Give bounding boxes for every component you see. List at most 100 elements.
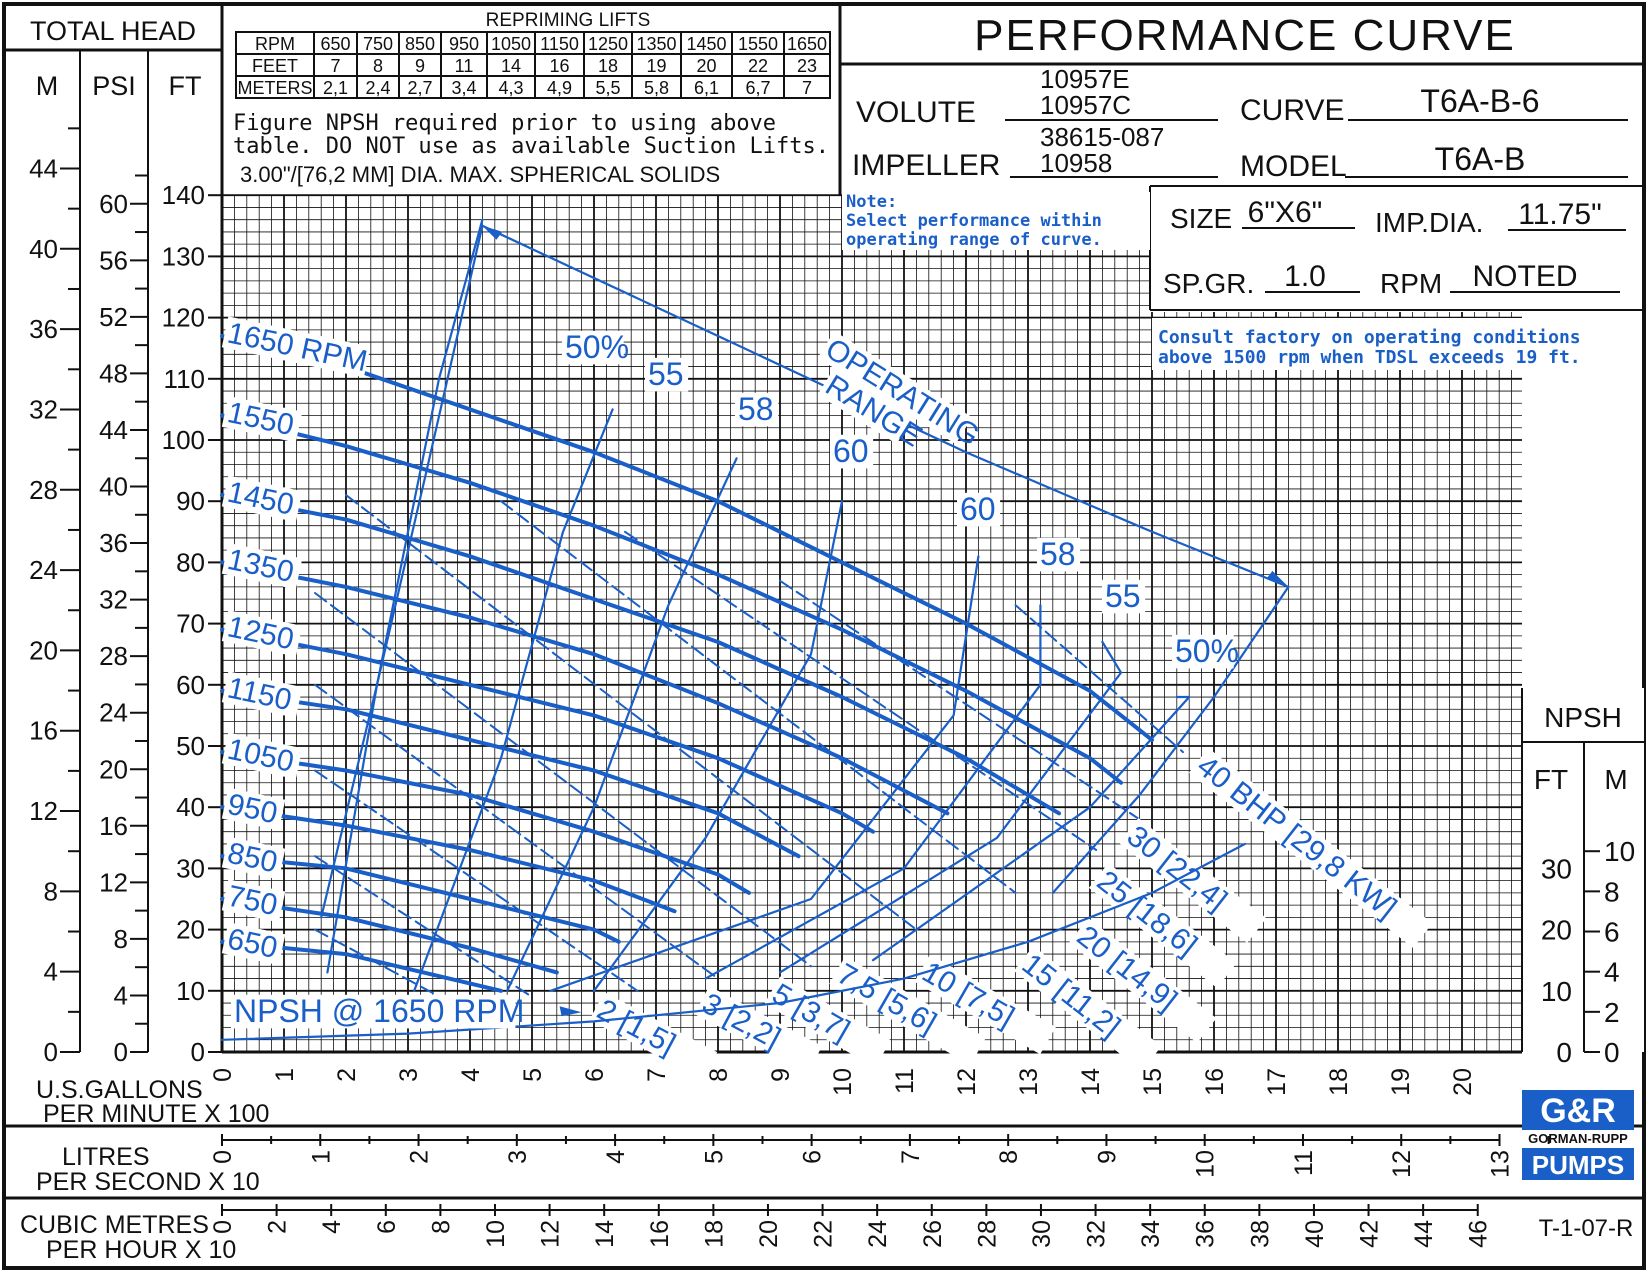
cmh-tick-label: 22 bbox=[810, 1220, 838, 1248]
repriming-cell: 4,9 bbox=[547, 78, 572, 98]
psi-tick-label: 52 bbox=[99, 302, 128, 332]
head-curve-1350 bbox=[220, 560, 950, 816]
npsh-m-tick-label: 0 bbox=[1604, 1037, 1620, 1068]
repriming-title: REPRIMING LIFTS bbox=[486, 10, 651, 31]
repriming-cell: 20 bbox=[696, 56, 716, 76]
impeller-label: IMPELLER bbox=[852, 149, 1000, 182]
head-axis-headers: TOTAL HEAD M PSI FT bbox=[30, 16, 202, 101]
efficiency-label: 50% bbox=[1172, 633, 1239, 669]
npsh-ft-tick-label: 30 bbox=[1541, 853, 1572, 884]
gpm-tick-label: 7 bbox=[643, 1068, 671, 1082]
npsh-curve-label: NPSH @ 1650 RPM bbox=[231, 993, 524, 1029]
gpm-tick-label: 6 bbox=[581, 1068, 609, 1082]
gpm-tick-label: 1 bbox=[271, 1068, 299, 1082]
lps-tick-label: 12 bbox=[1388, 1150, 1416, 1178]
repriming-cell: 22 bbox=[748, 56, 768, 76]
lps-tick-label: 6 bbox=[799, 1150, 827, 1164]
cmh-tick-label: 12 bbox=[537, 1220, 565, 1248]
repriming-note-3: 3.00"/[76,2 MM] DIA. MAX. SPHERICAL SOLI… bbox=[240, 162, 720, 187]
repriming-cell: 8 bbox=[373, 56, 383, 76]
head-curve-1250 bbox=[220, 627, 875, 834]
npsh-ft-tick-label: 10 bbox=[1541, 976, 1572, 1007]
gpm-tick-label: 9 bbox=[767, 1068, 795, 1082]
head-curve-1550 bbox=[220, 413, 1123, 785]
gpm-tick-label: 20 bbox=[1449, 1068, 1477, 1096]
svg-text:58: 58 bbox=[1040, 536, 1076, 572]
head-axis-ticks: 0102030405060708090100110120130140048121… bbox=[29, 127, 222, 1067]
cmh-tick-label: 32 bbox=[1083, 1220, 1111, 1248]
cmh-tick-label: 30 bbox=[1028, 1220, 1056, 1248]
svg-text:55: 55 bbox=[648, 356, 684, 392]
ft-tick-label: 30 bbox=[176, 853, 205, 883]
lps-tick-label: 3 bbox=[504, 1150, 532, 1164]
head-curve-1050 bbox=[220, 750, 751, 895]
imp-dia-value: 11.75" bbox=[1518, 198, 1602, 231]
m-tick-label: 40 bbox=[29, 234, 58, 264]
repriming-cell: 1050 bbox=[491, 34, 531, 54]
cmh-tick-label: 34 bbox=[1137, 1220, 1165, 1248]
consult-note: Consult factory on operating conditions … bbox=[1152, 318, 1642, 370]
lps-tick-label: 13 bbox=[1487, 1150, 1515, 1178]
cmh-tick-label: 18 bbox=[700, 1220, 728, 1248]
repriming-note-1: Figure NPSH required prior to using abov… bbox=[233, 111, 776, 136]
repriming-row-label: METERS bbox=[237, 78, 312, 98]
ft-tick-label: 70 bbox=[176, 609, 205, 639]
repriming-cell: 7 bbox=[802, 78, 812, 98]
head-curve-label: 1050 bbox=[221, 732, 303, 780]
ft-tick-label: 0 bbox=[191, 1037, 205, 1067]
repriming-cell: 23 bbox=[797, 56, 817, 76]
npsh-ft-tick-label: 0 bbox=[1556, 1037, 1572, 1068]
cmh-tick-label: 8 bbox=[427, 1220, 455, 1234]
repriming-note-2: table. DO NOT use as available Suction L… bbox=[233, 134, 829, 159]
gpm-tick-label: 12 bbox=[953, 1068, 981, 1096]
note-line-3: operating range of curve. bbox=[846, 230, 1102, 250]
bhp-line bbox=[779, 579, 1141, 821]
head-curve-label: 1250 bbox=[221, 610, 303, 657]
operating-range-curve bbox=[481, 224, 1290, 588]
npsh-m-tick-label: 8 bbox=[1604, 876, 1620, 907]
operating-range-arrow bbox=[1266, 570, 1289, 587]
logo-pumps: PUMPS bbox=[1532, 1150, 1624, 1180]
efficiency-curve-right bbox=[549, 555, 980, 992]
lps-tick-label: 8 bbox=[995, 1150, 1023, 1164]
cmh-tick-label: 46 bbox=[1465, 1220, 1493, 1248]
consult-line-1: Consult factory on operating conditions bbox=[1158, 327, 1581, 348]
repriming-cell: 2,1 bbox=[323, 78, 348, 98]
rpm-value: NOTED bbox=[1473, 260, 1578, 293]
bhp-line bbox=[1014, 604, 1184, 754]
gpm-tick-label: 15 bbox=[1139, 1068, 1167, 1096]
gpm-tick-label: 3 bbox=[395, 1068, 423, 1082]
head-curve-label: 950 bbox=[221, 787, 286, 831]
gpm-label-1: U.S.GALLONS bbox=[36, 1076, 203, 1104]
bhp-line bbox=[314, 769, 639, 992]
bhp-line bbox=[345, 494, 918, 931]
svg-text:50%: 50% bbox=[1175, 633, 1239, 669]
svg-text:60: 60 bbox=[833, 433, 869, 469]
cmh-tick-label: 40 bbox=[1301, 1220, 1329, 1248]
gpm-tick-label: 10 bbox=[829, 1068, 857, 1096]
impeller-value-2: 10958 bbox=[1040, 148, 1112, 178]
npsh-m-tick-label: 10 bbox=[1604, 836, 1635, 867]
operating-range-arrow bbox=[482, 225, 503, 240]
cmh-tick-label: 36 bbox=[1192, 1220, 1220, 1248]
gpm-tick-label: 14 bbox=[1077, 1068, 1105, 1096]
m-tick-label: 28 bbox=[29, 475, 58, 505]
psi-tick-label: 20 bbox=[99, 754, 128, 784]
cmh-label-2: PER HOUR X 10 bbox=[46, 1236, 236, 1264]
cmh-tick-label: 16 bbox=[646, 1220, 674, 1248]
volute-value-1: 10957E bbox=[1040, 64, 1130, 94]
svg-text:58: 58 bbox=[738, 391, 774, 427]
head-curve-950 bbox=[220, 805, 677, 914]
m-axis-label: M bbox=[36, 71, 59, 101]
ft-tick-label: 10 bbox=[176, 976, 205, 1006]
repriming-cell: 19 bbox=[646, 56, 666, 76]
logo-mark: G&R bbox=[1540, 1092, 1616, 1130]
cmh-tick-label: 20 bbox=[755, 1220, 783, 1248]
npsh-m-label: M bbox=[1604, 764, 1627, 795]
bhp-line bbox=[314, 683, 719, 980]
operating-range-left-boundary bbox=[320, 224, 484, 919]
psi-tick-label: 36 bbox=[99, 528, 128, 558]
efficiency-curve-left bbox=[326, 218, 484, 974]
repriming-cell: 6,1 bbox=[694, 78, 719, 98]
